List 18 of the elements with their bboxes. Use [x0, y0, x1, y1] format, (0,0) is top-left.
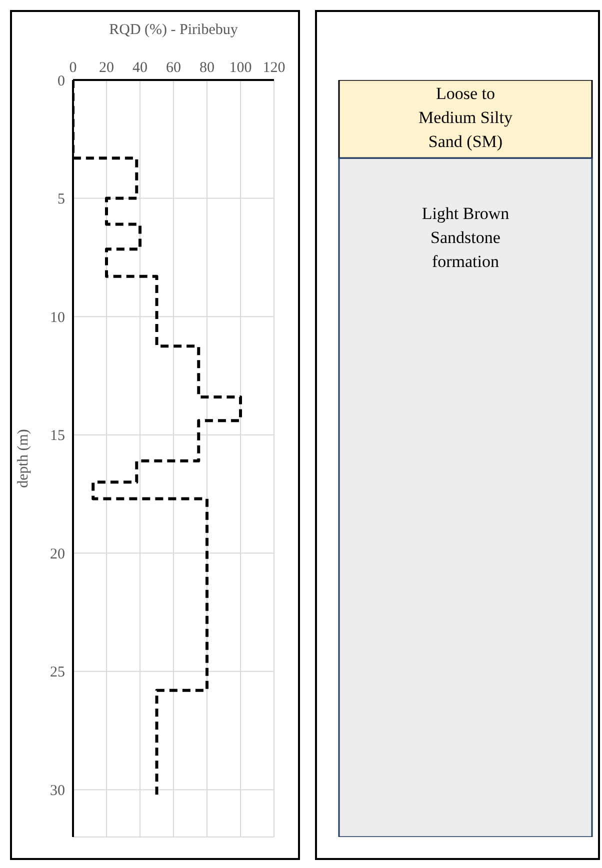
- x-tick-label: 20: [99, 60, 114, 76]
- y-tick-label: 0: [58, 73, 65, 90]
- x-tick-label: 120: [262, 60, 286, 76]
- y-tick-label: 15: [50, 428, 65, 444]
- y-tick-label: 25: [50, 664, 65, 681]
- x-tick-label: 100: [229, 60, 252, 76]
- y-tick-label: 20: [50, 546, 65, 562]
- x-tick-label: 60: [166, 60, 181, 76]
- y-axis-title: depth (m): [15, 429, 32, 488]
- x-tick-label: 0: [69, 60, 77, 76]
- series-label: Loose to Medium Silty Sand (SM): [418, 84, 513, 151]
- y-tick-label: 5: [58, 192, 65, 208]
- x-tick-label: 40: [132, 60, 148, 76]
- series-label: Light Brown Sandstone formation: [422, 204, 510, 271]
- y-tick-label: 10: [50, 310, 65, 326]
- y-tick-label: 30: [50, 783, 65, 800]
- x-tick-label: 80: [200, 60, 214, 76]
- x-axis-title: RQD (%) - Piribebuy: [108, 22, 239, 39]
